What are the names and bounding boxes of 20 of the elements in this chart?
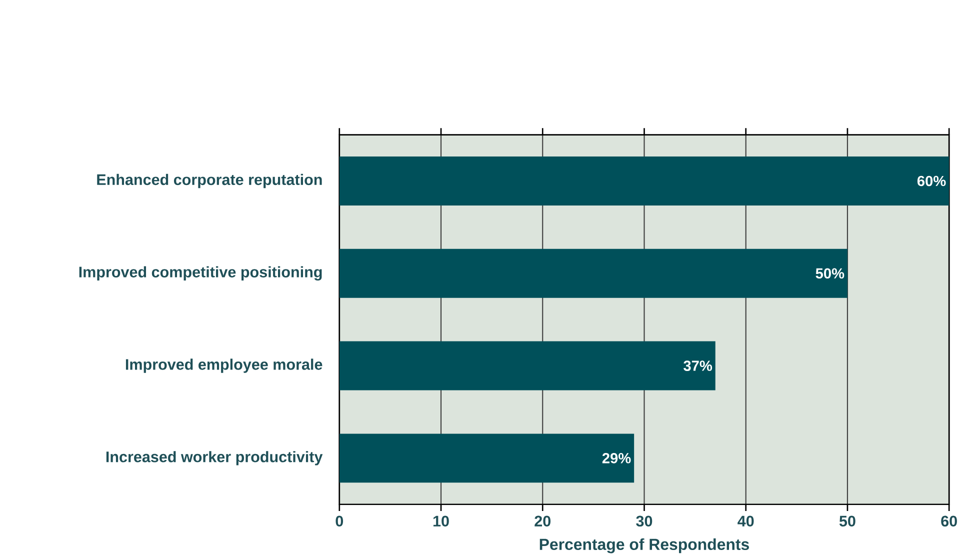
x-tick-label: 0 bbox=[336, 516, 344, 527]
bar bbox=[339, 156, 950, 206]
x-tick-label: 50 bbox=[839, 516, 856, 527]
x-tick-label: 60 bbox=[941, 516, 957, 527]
data-label: 60% bbox=[917, 176, 946, 186]
x-tick-label: 40 bbox=[738, 516, 754, 527]
x-tick-label: 10 bbox=[433, 516, 449, 527]
x-axis-title: Percentage of Respondents bbox=[540, 538, 749, 554]
y-tick-label: Improved employee morale bbox=[126, 358, 322, 374]
x-tick-label: 20 bbox=[534, 516, 550, 527]
x-tick-label: 30 bbox=[636, 516, 652, 527]
bar bbox=[339, 434, 634, 483]
data-label: 29% bbox=[602, 453, 631, 464]
data-label: 50% bbox=[816, 268, 844, 279]
y-tick-label: Improved competitive positioning bbox=[79, 266, 322, 281]
data-label: 37% bbox=[684, 360, 712, 372]
y-tick-label: Increased worker productivity bbox=[106, 451, 323, 466]
y-tick-label: Enhanced corporate reputation bbox=[97, 174, 322, 188]
bar bbox=[339, 249, 848, 298]
bar bbox=[339, 341, 716, 390]
